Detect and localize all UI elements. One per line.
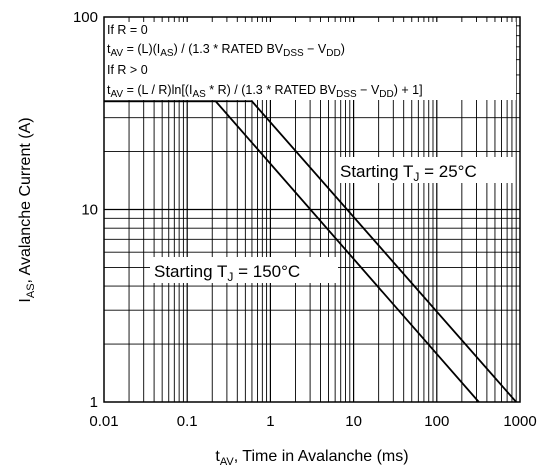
note-if-r-positive: If R > 0 (107, 63, 148, 77)
x-tick-label: 100 (424, 413, 449, 430)
note-if-r-zero: If R = 0 (107, 23, 148, 37)
y-tick-label: 1 (90, 394, 98, 411)
series-line-1 (104, 100, 480, 403)
x-tick-label: 1 (266, 413, 274, 430)
x-tick-label: 1000 (503, 413, 536, 430)
y-tick-label: 100 (73, 9, 98, 26)
curve-label-25c: Starting TJ = 25°C (336, 157, 513, 184)
plot-frame (103, 16, 521, 403)
y-axis-title: IAS, Avalanche Current (A) (17, 117, 37, 302)
series-lines (104, 100, 517, 403)
x-axis-title: tAV, Time in Avalanche (ms) (215, 448, 408, 468)
series-label-25c: Starting TJ = 25°C (340, 162, 477, 184)
curve-label-25c-bg (336, 157, 513, 183)
formula-notes: If R = 0 tAV = (L)(IAS) / (1.3 * RATED B… (104, 22, 516, 100)
curve-label-150c: Starting TJ = 150°C (150, 257, 338, 284)
series-label-150c: Starting TJ = 150°C (154, 262, 300, 284)
curve-label-150c-bg (150, 257, 338, 283)
x-tick-label: 0.1 (177, 413, 198, 430)
y-tick-label: 10 (81, 202, 98, 219)
x-tick-label: 0.01 (89, 413, 118, 430)
x-tick-label: 10 (345, 413, 362, 430)
formula-box-bg (104, 22, 516, 100)
tick-labels: 0.01 0.1 1 10 100 1000 1 10 100 (73, 9, 537, 430)
